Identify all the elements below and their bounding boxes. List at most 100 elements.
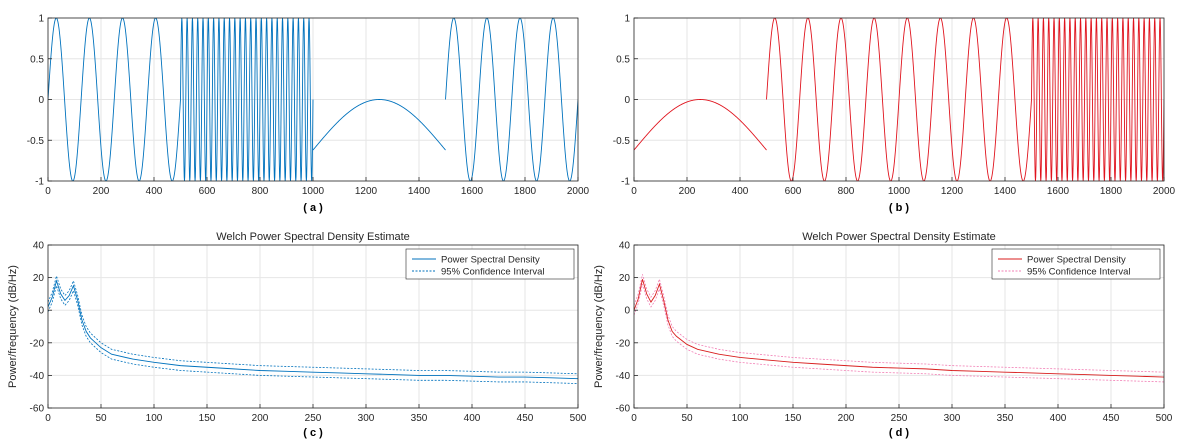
panel-c: Welch Power Spectral Density Estimate Pow…: [7, 231, 587, 439]
y-tick-label: 0: [624, 95, 630, 106]
y-tick-label: 0.5: [30, 54, 44, 65]
x-tick-label: 1800: [1100, 186, 1123, 197]
plot-area: [634, 18, 1164, 181]
x-tick-label: 2000: [1153, 186, 1176, 197]
x-tick-label: 1400: [408, 186, 431, 197]
y-tick-label: 0: [624, 306, 630, 317]
x-tick-label: 2000: [567, 186, 590, 197]
x-tick-label: 100: [146, 413, 163, 424]
plot-area: [634, 274, 1164, 383]
x-tick-label: 800: [838, 186, 855, 197]
x-tick-label: 350: [997, 413, 1014, 424]
x-tick-label: 400: [146, 186, 163, 197]
y-tick-label: 40: [33, 241, 45, 252]
confidence-interval-line: [634, 274, 1164, 373]
y-tick-label: -40: [30, 371, 45, 382]
signal-segment-2: [766, 18, 1032, 181]
signal-segment-3: [312, 99, 446, 151]
x-tick-label: 400: [732, 186, 749, 197]
x-tick-label: 1000: [888, 186, 911, 197]
psd-line: [634, 279, 1164, 378]
x-tick-label: 800: [252, 186, 269, 197]
x-tick-label: 300: [944, 413, 961, 424]
panel-d: Welch Power Spectral Density Estimate Pow…: [593, 231, 1173, 439]
x-tick-label: 50: [95, 413, 107, 424]
legend-entry: Power Spectral Density: [1027, 254, 1126, 265]
x-tick-label: 200: [93, 186, 110, 197]
signal-segment-2: [180, 18, 314, 181]
x-tick-label: 150: [199, 413, 216, 424]
x-tick-label: 0: [45, 186, 51, 197]
x-tick-label: 250: [891, 413, 908, 424]
legend-entry: 95% Confidence Interval: [441, 266, 545, 277]
y-tick-label: -0.5: [613, 136, 631, 147]
x-tick-label: 200: [252, 413, 269, 424]
legend-box: [405, 248, 575, 280]
x-tick-label: 450: [1103, 413, 1120, 424]
x-tick-label: 200: [679, 186, 696, 197]
y-tick-label: -1: [35, 177, 44, 188]
x-tick-label: 400: [1050, 413, 1067, 424]
y-tick-label: 0: [38, 306, 44, 317]
y-tick-label: -0.5: [27, 136, 45, 147]
y-tick-label: -60: [616, 404, 631, 415]
x-tick-label: 1400: [994, 186, 1017, 197]
chart-title: Welch Power Spectral Density Estimate: [802, 231, 996, 243]
x-tick-label: 0: [631, 413, 637, 424]
x-tick-label: 150: [785, 413, 802, 424]
psd-line: [48, 279, 578, 380]
legend-entry: 95% Confidence Interval: [1027, 266, 1131, 277]
x-tick-label: 500: [1156, 413, 1173, 424]
y-tick-label: 20: [619, 273, 631, 284]
x-tick-label: 250: [305, 413, 322, 424]
confidence-interval-line: [48, 274, 578, 375]
y-axis-label: Power/frequency (dB/Hz): [593, 265, 605, 388]
y-tick-label: 1: [624, 14, 630, 25]
plot-area: [48, 274, 578, 384]
signal-segment-4: [445, 18, 578, 181]
y-tick-label: 0.5: [616, 54, 630, 65]
x-tick-label: 1200: [941, 186, 964, 197]
x-tick-label: 400: [464, 413, 481, 424]
panel-label: ( a ): [303, 202, 323, 214]
x-tick-label: 100: [732, 413, 749, 424]
signal-segment-1: [48, 18, 181, 181]
y-tick-label: -60: [30, 404, 45, 415]
x-tick-label: 600: [785, 186, 802, 197]
panel-label: ( c ): [303, 427, 323, 439]
x-tick-label: 450: [517, 413, 534, 424]
plot-area: [48, 18, 578, 181]
panel-label: ( d ): [889, 427, 909, 439]
x-tick-label: 600: [199, 186, 216, 197]
x-tick-label: 500: [570, 413, 587, 424]
x-tick-label: 1600: [461, 186, 484, 197]
y-tick-label: 1: [38, 14, 44, 25]
y-tick-label: -20: [616, 338, 631, 349]
panel-b: 0 200 400 600 800 1000 1200 1400 1600 1800 2000 -1 -…: [613, 14, 1176, 215]
x-tick-label: 1600: [1047, 186, 1070, 197]
legend-entry: Power Spectral Density: [441, 254, 540, 265]
y-tick-label: -40: [616, 371, 631, 382]
x-tick-label: 0: [45, 413, 51, 424]
x-tick-label: 300: [358, 413, 375, 424]
x-tick-label: 1200: [355, 186, 378, 197]
signal-segment-3: [1031, 18, 1164, 181]
x-tick-label: 1800: [514, 186, 537, 197]
x-tick-label: 0: [631, 186, 637, 197]
panel-label: ( b ): [889, 202, 909, 214]
y-tick-label: -1: [621, 177, 630, 188]
confidence-interval-line: [48, 284, 578, 384]
signal-segment-1: [634, 99, 767, 151]
y-axis-label: Power/frequency (dB/Hz): [7, 265, 19, 388]
x-tick-label: 1000: [302, 186, 325, 197]
chart-title: Welch Power Spectral Density Estimate: [216, 231, 410, 243]
y-tick-label: 20: [33, 273, 45, 284]
y-tick-label: -20: [30, 338, 45, 349]
y-tick-label: 40: [619, 241, 631, 252]
x-tick-label: 50: [681, 413, 693, 424]
panel-a: 0 200 400 600 800 1000 1200 1400 1600 1800 2000 -1 -…: [27, 14, 590, 215]
x-tick-label: 350: [411, 413, 428, 424]
